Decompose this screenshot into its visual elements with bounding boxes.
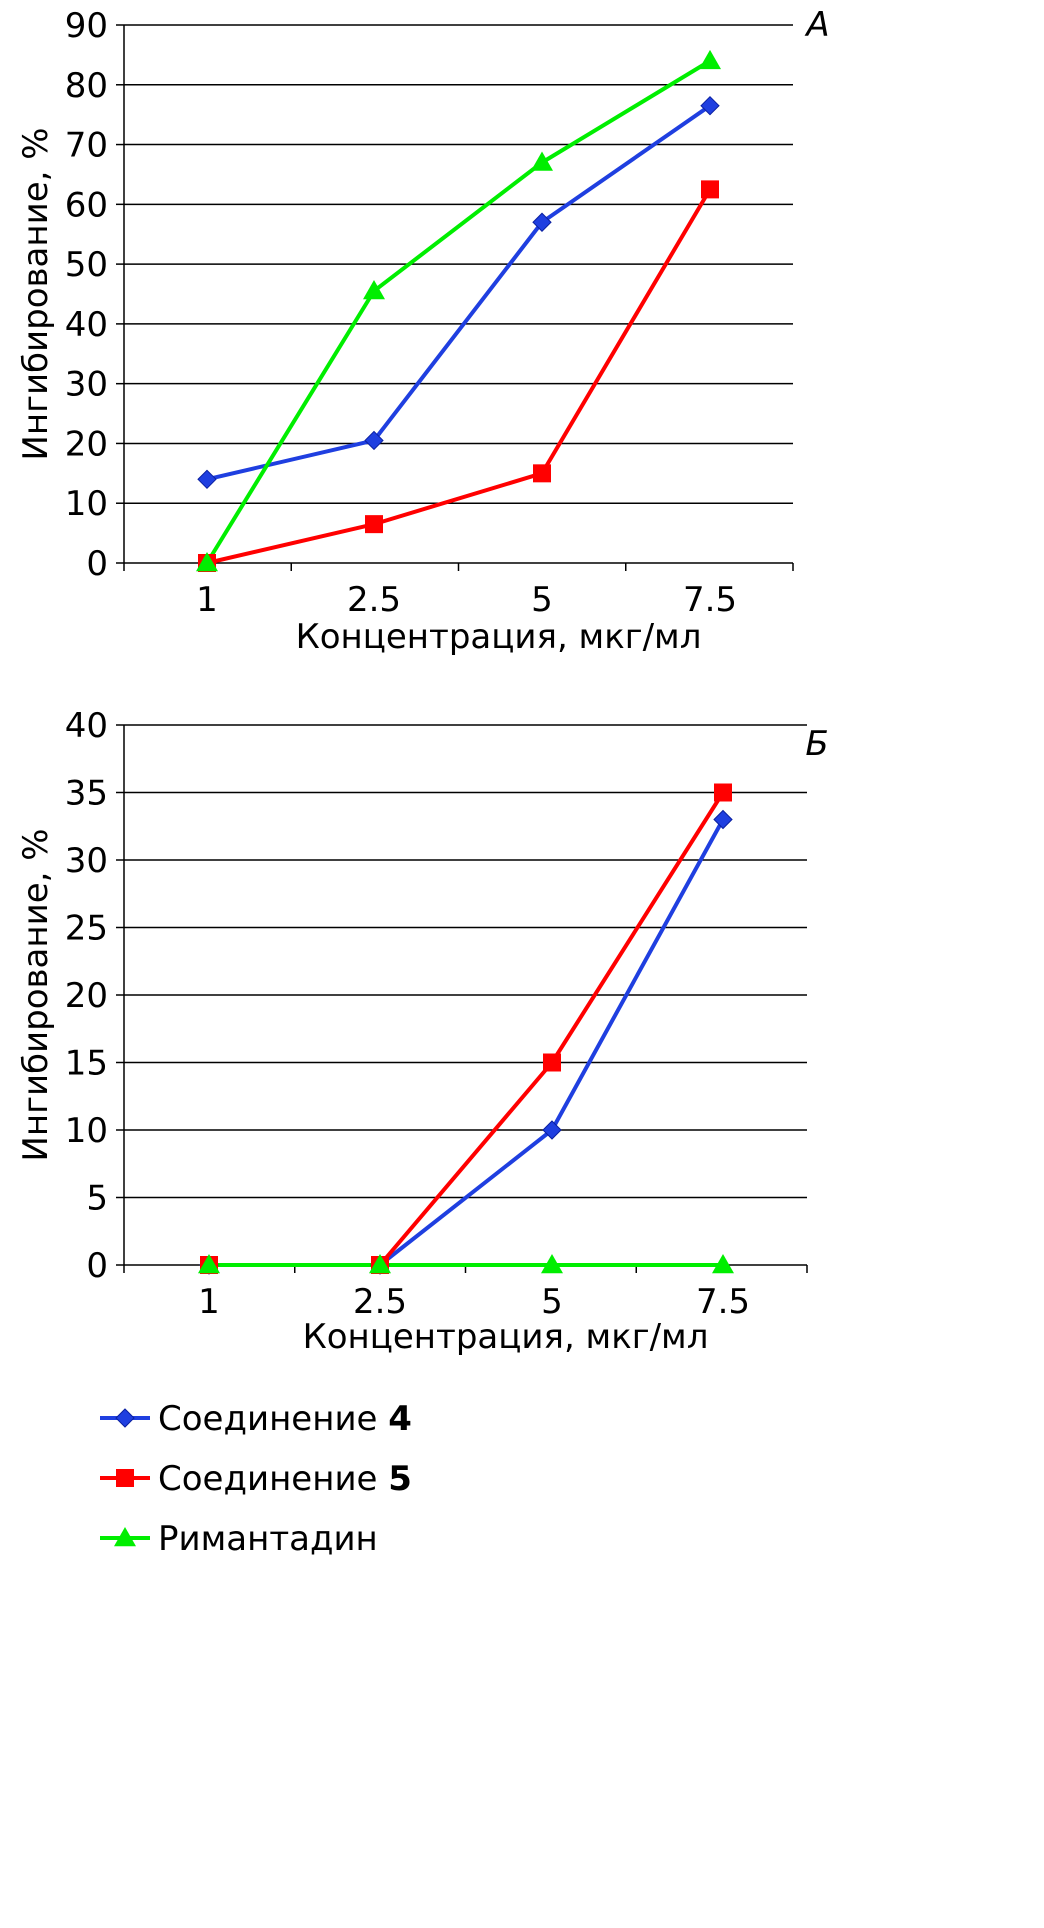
series-point bbox=[712, 1254, 734, 1274]
series-point bbox=[542, 1120, 562, 1140]
x-tick-label: 7.5 bbox=[696, 1282, 750, 1322]
x-tick-label: 1 bbox=[198, 1282, 220, 1322]
series-point bbox=[196, 552, 218, 572]
series-point bbox=[532, 212, 552, 232]
series-point bbox=[197, 469, 217, 490]
y-tick-label: 0 bbox=[86, 1246, 108, 1286]
y-tick-label: 25 bbox=[65, 909, 108, 949]
x-tick-label: 5 bbox=[531, 580, 553, 620]
x-axis-title: Концентрация, мкг/мл bbox=[296, 617, 702, 657]
panel-letter: А bbox=[804, 5, 829, 45]
series-point bbox=[533, 464, 551, 483]
series-point bbox=[363, 280, 385, 300]
legend-label: Соединение 4 bbox=[158, 1399, 412, 1439]
series-point bbox=[714, 783, 732, 802]
y-tick-label: 70 bbox=[65, 126, 108, 166]
series-line bbox=[205, 59, 712, 565]
y-tick-label: 60 bbox=[65, 185, 108, 225]
legend-label: Римантадин bbox=[158, 1519, 378, 1559]
series-point bbox=[198, 1254, 220, 1274]
panel-letter: Б bbox=[805, 724, 828, 764]
y-tick-label: 10 bbox=[65, 1111, 108, 1151]
y-axis-title: Ингибирование, % bbox=[16, 828, 56, 1161]
series-point bbox=[541, 1254, 563, 1274]
y-tick-label: 20 bbox=[65, 424, 108, 464]
y-tick-label: 5 bbox=[86, 1179, 108, 1219]
series-point bbox=[713, 809, 733, 830]
series-point bbox=[701, 180, 719, 199]
y-tick-label: 30 bbox=[65, 841, 108, 881]
series-line bbox=[206, 104, 712, 482]
series-point bbox=[531, 151, 553, 171]
y-tick-label: 90 bbox=[65, 6, 108, 46]
x-tick-label: 5 bbox=[541, 1282, 563, 1322]
series-line bbox=[206, 188, 712, 565]
y-tick-label: 35 bbox=[65, 774, 108, 814]
series-point bbox=[543, 1053, 561, 1072]
y-axis-title: Ингибирование, % bbox=[16, 127, 56, 460]
y-tick-label: 50 bbox=[65, 245, 108, 285]
series-point bbox=[365, 515, 383, 534]
x-tick-label: 2.5 bbox=[353, 1282, 407, 1322]
series-point bbox=[700, 95, 720, 116]
y-tick-label: 0 bbox=[86, 544, 108, 584]
series-point bbox=[699, 49, 721, 70]
series-line bbox=[209, 791, 725, 1267]
x-tick-label: 2.5 bbox=[347, 580, 401, 620]
series-point bbox=[369, 1254, 391, 1274]
legend-label: Соединение 5 bbox=[158, 1459, 412, 1499]
x-axis-title: Концентрация, мкг/мл bbox=[303, 1317, 709, 1357]
y-tick-label: 15 bbox=[65, 1044, 108, 1084]
y-tick-label: 80 bbox=[65, 66, 108, 106]
legend-swatch-marker bbox=[116, 1469, 134, 1487]
y-tick-label: 10 bbox=[65, 484, 108, 524]
y-tick-label: 20 bbox=[65, 976, 108, 1016]
legend-swatch-marker bbox=[114, 1527, 136, 1547]
x-tick-label: 1 bbox=[196, 580, 218, 620]
x-tick-label: 7.5 bbox=[683, 580, 737, 620]
legend-swatch-marker bbox=[115, 1408, 135, 1428]
y-tick-label: 40 bbox=[65, 706, 108, 746]
chart-panel-a: 0 10 20 30 40 50 60 70 80 90 1 2.5 5 7.5Концентрация,… bbox=[16, 5, 830, 657]
legend: Соединение 4 Соединение 5 Римантадин bbox=[100, 1399, 412, 1559]
series-point bbox=[364, 430, 384, 451]
y-tick-label: 40 bbox=[65, 305, 108, 345]
y-tick-label: 30 bbox=[65, 365, 108, 405]
